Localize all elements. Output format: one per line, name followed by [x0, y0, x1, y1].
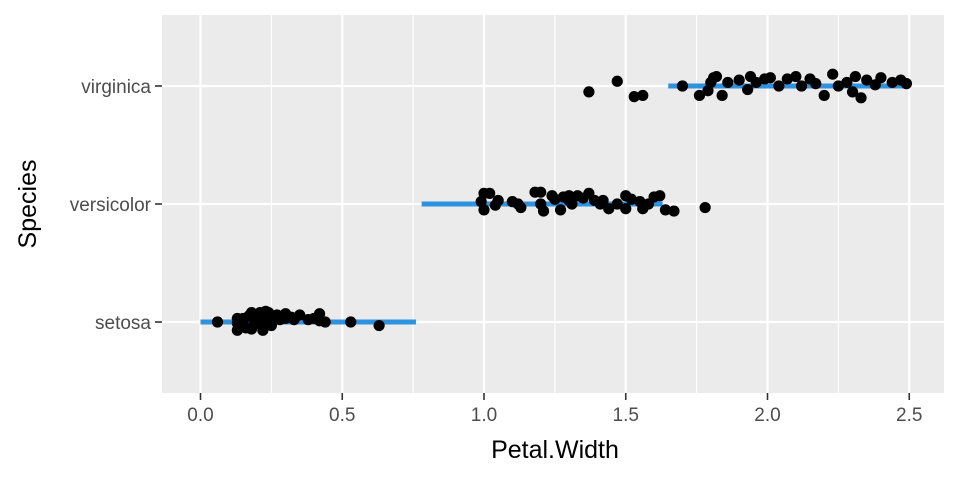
data-point-virginica [841, 76, 853, 89]
data-point-virginica [861, 74, 873, 86]
data-point-versicolor [625, 193, 638, 205]
data-point-virginica [693, 89, 706, 102]
y-axis: setosa versicolor virginica [70, 77, 162, 334]
y-tick-label-versicolor: versicolor [70, 195, 152, 216]
data-point-versicolor [566, 198, 578, 210]
data-point-virginica [900, 78, 913, 90]
data-point-virginica [773, 80, 785, 92]
data-point-virginica [846, 86, 859, 98]
data-point-versicolor [549, 193, 561, 205]
y-axis-title: Species [14, 160, 42, 249]
data-point-setosa [248, 309, 260, 321]
data-point-virginica [750, 76, 762, 89]
data-point-virginica [832, 80, 844, 92]
x-tick-label: 1.5 [613, 405, 639, 426]
data-point-virginica [716, 89, 728, 102]
data-point-virginica [886, 76, 898, 89]
data-point-versicolor [515, 201, 527, 214]
data-point-versicolor [554, 204, 567, 216]
data-point-versicolor [535, 186, 547, 198]
data-point-versicolor [668, 205, 680, 217]
data-point-versicolor [489, 199, 501, 211]
data-point-virginica [875, 72, 887, 84]
data-point-setosa [294, 309, 306, 321]
data-point-virginica [827, 68, 839, 80]
data-point-virginica [795, 80, 808, 92]
data-point-virginica [855, 92, 867, 104]
x-axis: 0.0 0.5 1.0 1.5 2.0 2.5 [187, 393, 922, 426]
x-axis-title: Petal.Width [491, 436, 619, 464]
data-points [211, 68, 913, 336]
major-gridlines [162, 15, 944, 393]
data-point-virginica [583, 86, 595, 98]
data-point-virginica [611, 75, 623, 87]
data-point-versicolor [654, 190, 666, 202]
y-tick-label-virginica: virginica [81, 77, 151, 98]
data-point-virginica [810, 78, 822, 90]
data-point-setosa [211, 316, 224, 328]
data-point-setosa [265, 319, 277, 332]
x-tick-label: 0.0 [187, 405, 213, 426]
data-point-setosa [373, 319, 385, 332]
data-point-versicolor [659, 204, 672, 216]
data-point-virginica [818, 89, 830, 102]
data-point-setosa [245, 323, 258, 335]
x-tick-label: 2.5 [896, 405, 922, 426]
data-point-setosa [319, 316, 331, 328]
data-point-virginica [628, 91, 640, 103]
data-point-virginica [742, 83, 754, 96]
data-point-virginica [733, 74, 745, 86]
data-point-versicolor [484, 187, 496, 199]
x-tick-label: 2.0 [754, 405, 780, 426]
data-point-virginica [764, 72, 776, 84]
data-point-virginica [676, 80, 689, 92]
data-point-versicolor [475, 196, 487, 208]
data-point-virginica [637, 89, 649, 102]
data-point-versicolor [699, 201, 711, 214]
x-tick-label: 1.0 [471, 405, 497, 426]
y-tick-label-setosa: setosa [95, 313, 151, 334]
data-point-versicolor [620, 203, 632, 215]
data-point-virginica [790, 70, 802, 83]
data-point-versicolor [611, 198, 623, 210]
data-point-versicolor [537, 205, 550, 217]
data-point-setosa [231, 324, 243, 336]
data-point-versicolor [603, 203, 615, 215]
data-point-versicolor [597, 194, 609, 207]
data-point-virginica [781, 73, 793, 85]
data-point-virginica [722, 76, 734, 89]
data-point-virginica [710, 70, 723, 83]
data-point-setosa [345, 316, 357, 328]
x-tick-label: 0.5 [329, 405, 355, 426]
data-point-virginica [849, 70, 861, 83]
